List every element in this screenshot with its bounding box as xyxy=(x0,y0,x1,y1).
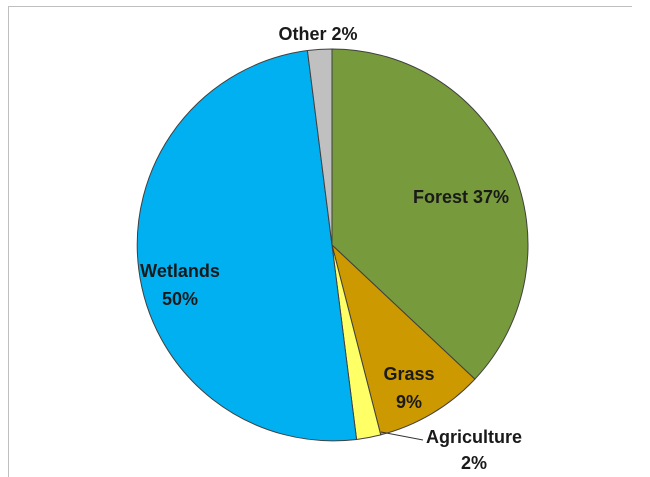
label-forest: Forest 37% xyxy=(413,187,509,207)
frame-border-left xyxy=(8,6,9,477)
agriculture-leader-line xyxy=(380,431,424,441)
pie-slice-other xyxy=(306,48,333,246)
pie-slice-forest xyxy=(331,48,529,380)
label-grass-pct: 9% xyxy=(396,392,422,412)
frame-border-top xyxy=(8,6,632,7)
label-agriculture-name: Agriculture xyxy=(426,427,522,447)
label-grass-name: Grass xyxy=(383,364,434,384)
pie-slices xyxy=(136,48,529,442)
pie-slice-grass xyxy=(331,243,476,436)
pie-slice-wetlands xyxy=(136,49,358,442)
label-other: Other 2% xyxy=(278,24,357,44)
label-wetlands-pct: 50% xyxy=(162,289,198,309)
label-agriculture-pct: 2% xyxy=(461,453,487,473)
label-wetlands-name: Wetlands xyxy=(140,261,220,281)
